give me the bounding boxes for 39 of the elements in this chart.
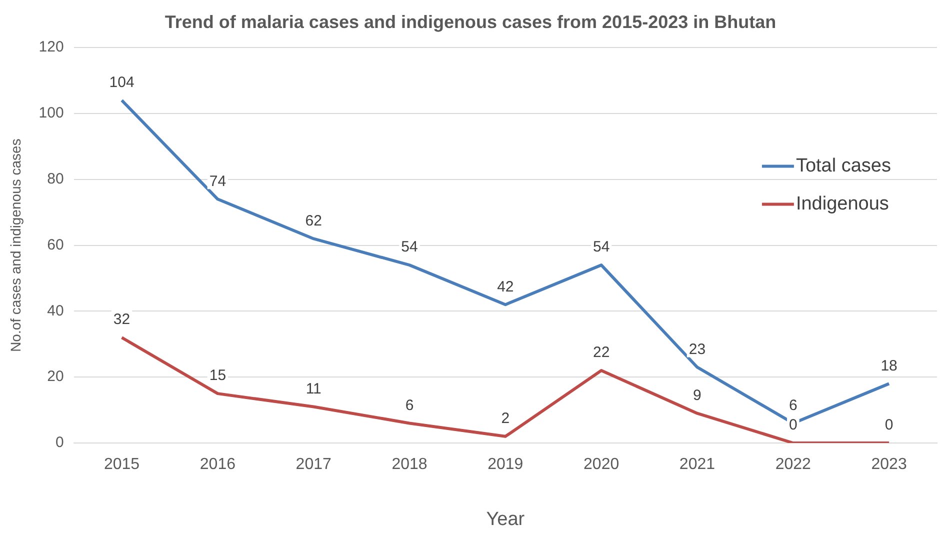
legend-label: Indigenous [796,194,889,215]
x-tick-label: 2019 [488,456,524,474]
x-tick-label: 2022 [775,456,812,474]
data-label: 9 [693,386,702,404]
data-label: 23 [688,340,706,358]
legend-label: Total cases [796,156,891,177]
y-tick-label: 120 [38,38,64,56]
y-tick-label: 40 [47,302,64,320]
y-tick-label: 100 [38,104,64,122]
data-label: 104 [109,74,134,91]
data-label: 54 [592,238,610,256]
data-label: 18 [880,357,898,374]
data-label: 0 [788,416,798,434]
data-label: 2 [501,410,510,428]
data-label: 0 [884,416,894,434]
x-tick-label: 2021 [679,456,716,474]
x-tick-label: 2018 [392,456,428,474]
y-tick-label: 0 [55,434,64,452]
y-tick-label: 60 [47,236,64,254]
x-tick-label: 2016 [200,456,236,474]
x-tick-label: 2015 [104,456,140,474]
data-label: 74 [209,172,226,190]
x-tick-label: 2023 [871,456,907,474]
x-axis-title: Year [486,508,526,530]
chart-title: Trend of malaria cases and indigenous cases from 2015-2023 in Bhutan [164,12,776,32]
data-label: 15 [209,367,226,384]
data-label: 6 [405,396,414,414]
y-axis-title: No.of cases and indigenous cases [7,138,24,352]
data-label: 22 [592,344,610,362]
data-label: 62 [305,212,322,230]
x-tick-label: 2017 [296,456,332,474]
y-tick-label: 80 [47,170,64,188]
x-tick-label: 2020 [584,456,620,474]
y-tick-label: 20 [47,368,64,386]
data-label: 11 [306,380,322,398]
data-label: 32 [113,311,130,328]
data-label: 54 [401,238,418,256]
data-label: 6 [788,396,798,414]
data-label: 42 [497,278,514,296]
